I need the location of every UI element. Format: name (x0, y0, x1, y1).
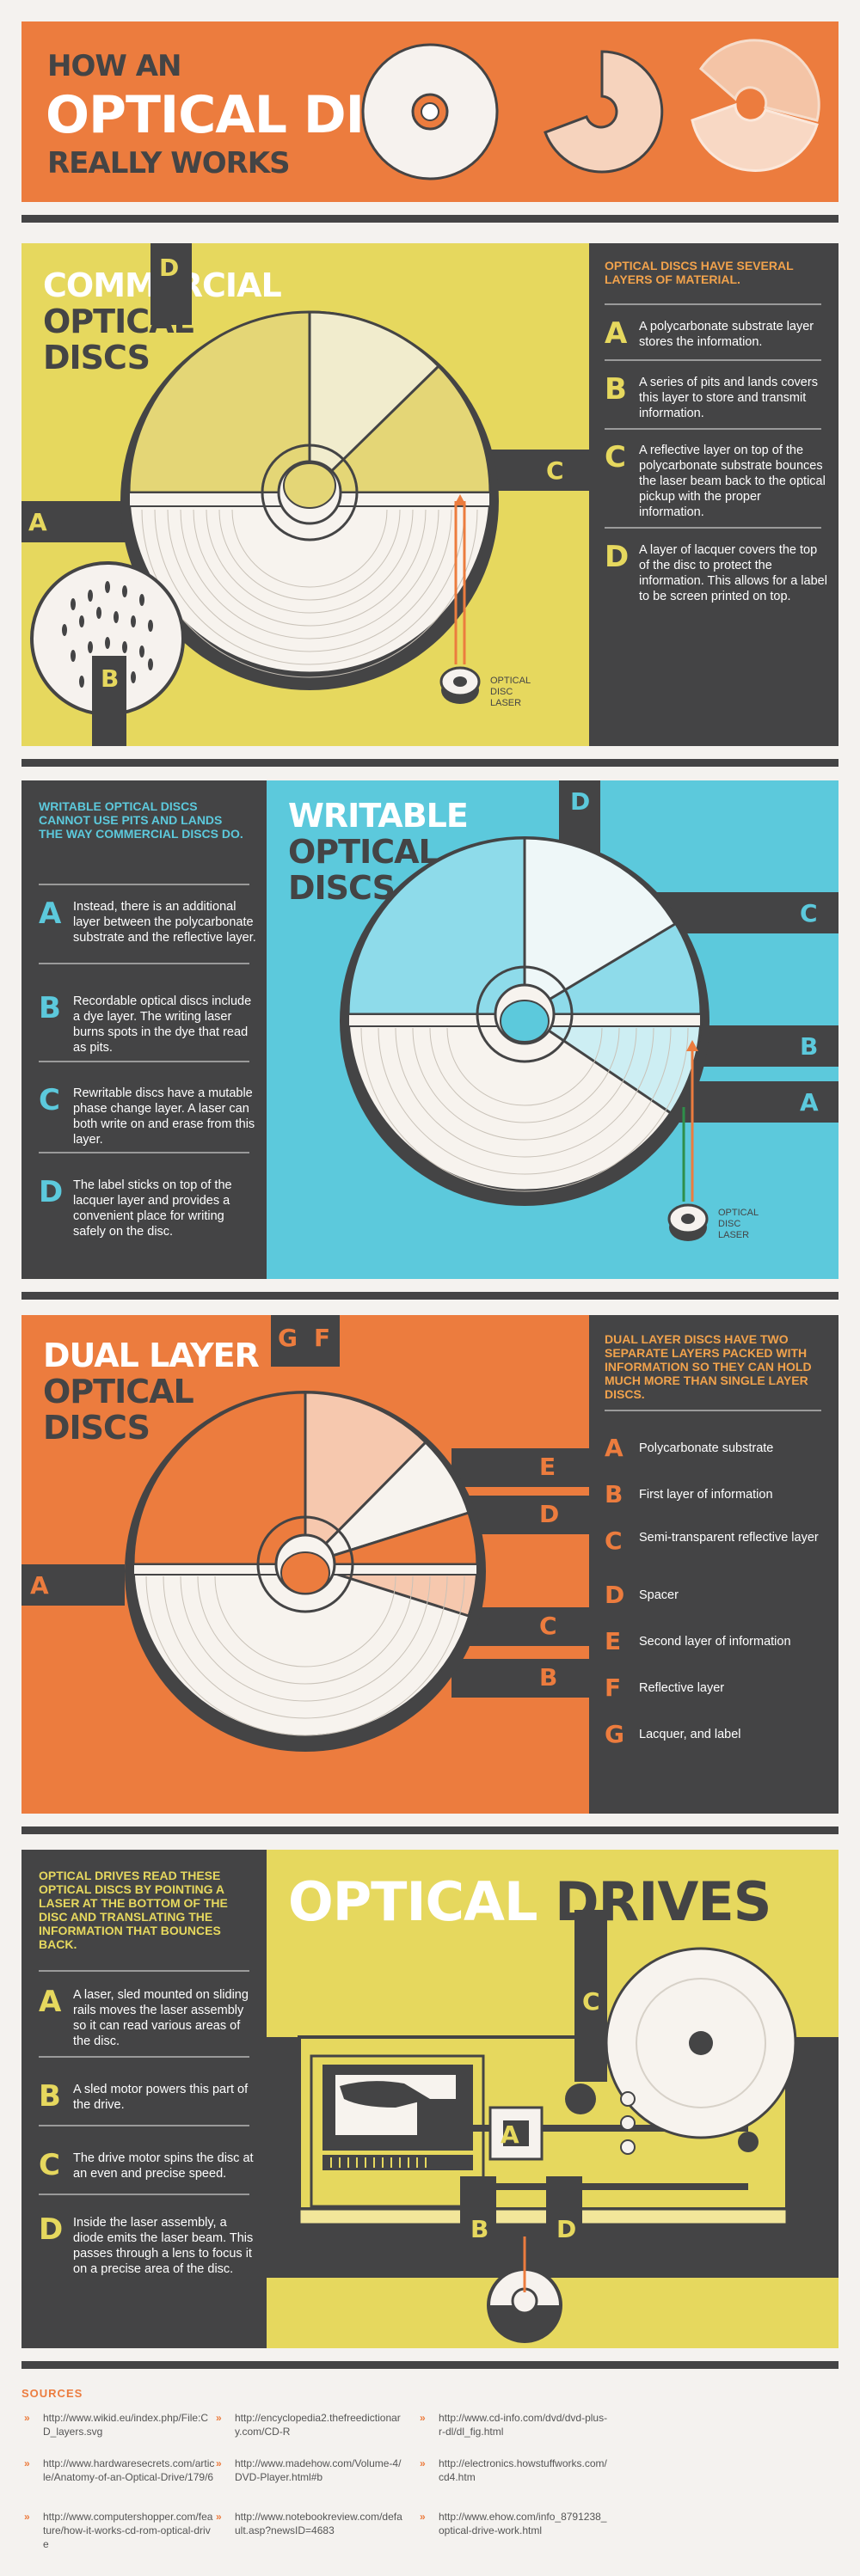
writable-heading: WRITABLE OPTICAL DISCS CANNOT USE PITS A… (39, 799, 243, 841)
commercial-tab-d: D (159, 254, 180, 282)
writable-title-2: OPTICAL (288, 833, 439, 871)
dual-title-2: OPTICAL (43, 1373, 194, 1410)
dual-tab-c: C (539, 1612, 557, 1640)
drives-heading: OPTICAL DRIVES READ THESE OPTICAL DISCS … (39, 1869, 228, 1951)
drives-tab-a: A (501, 2120, 519, 2149)
commercial-rule-3 (605, 527, 821, 529)
dual-disc-diagram (22, 1315, 589, 1752)
source-link-6[interactable]: http://electronics.howstuffworks.com/cd4… (420, 2457, 611, 2484)
divider-4 (22, 1826, 838, 1834)
source-link-2[interactable]: http://encyclopedia2.thefreedictionary.c… (216, 2411, 407, 2438)
dual-title-1: DUAL LAYER (43, 1337, 260, 1374)
drives-diagram (267, 1910, 838, 2343)
dual-item-f: F Reflective layer (605, 1673, 725, 1702)
writable-item-a: A Instead, there is an additional layer b… (39, 896, 256, 945)
drives-title: OPTICAL DRIVES (288, 1874, 771, 1930)
dual-tab-a: A (30, 1571, 49, 1600)
writable-title-3: DISCS (288, 869, 396, 907)
header-disc-illustrations (361, 39, 820, 181)
writable-title-1: WRITABLE (288, 797, 469, 835)
writable-panel: WRITABLE OPTICAL DISCS CANNOT USE PITS A… (22, 780, 267, 1279)
dual-tab-g: G (278, 1324, 298, 1352)
source-link-4[interactable]: http://www.hardwaresecrets.com/article/A… (24, 2457, 215, 2484)
header-banner: HOW AN OPTICAL DISC REALLY WORKS (22, 21, 838, 202)
drives-rule-1 (39, 2056, 249, 2058)
header-line3: REALLY WORKS (47, 146, 291, 181)
writable-rule-3 (39, 1152, 249, 1153)
dual-tab-b: B (539, 1663, 558, 1692)
writable-rule-1 (39, 963, 249, 964)
writable-tab-d: D (570, 787, 591, 816)
dual-tab-d: D (539, 1500, 560, 1528)
dual-item-e: E Second layer of information (605, 1627, 791, 1655)
dual-item-a: A Polycarbonate substrate (605, 1434, 774, 1462)
sources-label: SOURCES (22, 2387, 83, 2400)
header-line1: HOW AN (47, 49, 181, 83)
commercial-title-3: DISCS (43, 339, 150, 376)
source-link-5[interactable]: http://www.madehow.com/Volume-4/DVD-Play… (216, 2457, 407, 2484)
commercial-disc-diagram (22, 243, 589, 746)
writable-tab-b: B (800, 1032, 819, 1061)
dual-heading: DUAL LAYER DISCS HAVE TWO SEPARATE LAYER… (605, 1332, 812, 1401)
divider-2 (22, 759, 838, 767)
divider-1 (22, 215, 838, 223)
source-link-9[interactable]: http://www.ehow.com/info_8791238_optical… (420, 2510, 611, 2537)
writable-tab-c: C (800, 899, 818, 927)
writable-item-c: C Rewritable discs have a mutable phase c… (39, 1083, 255, 1147)
commercial-laser-label: OPTICAL DISC LASER (490, 676, 531, 708)
drives-tab-d: D (556, 2215, 577, 2243)
commercial-rule-1 (605, 359, 821, 361)
dual-title-3: DISCS (43, 1409, 150, 1447)
drives-item-c: C The drive motor spins the disc at an ev… (39, 2148, 254, 2182)
dual-panel: DUAL LAYER DISCS HAVE TWO SEPARATE LAYER… (589, 1315, 838, 1814)
commercial-tab-c: C (546, 456, 564, 485)
writable-heading-rule (39, 884, 249, 885)
drives-tab-c: C (582, 1987, 600, 2016)
writable-item-b: B Recordable optical discs include a dye … (39, 991, 252, 1055)
source-link-1[interactable]: http://www.wikid.eu/index.php/File:CD_la… (24, 2411, 215, 2438)
commercial-tab-a: A (28, 508, 47, 536)
drives-rule-3 (39, 2194, 249, 2195)
source-link-7[interactable]: http://www.computershopper.com/feature/h… (24, 2510, 215, 2551)
source-link-8[interactable]: http://www.notebookreview.com/default.as… (216, 2510, 407, 2537)
drives-title-a: OPTICAL (288, 1870, 538, 1933)
drives-rule-2 (39, 2125, 249, 2126)
writable-section: WRITABLE OPTICAL DISCS CANNOT USE PITS A… (22, 780, 838, 1279)
drives-item-d: D Inside the laser assembly, a diode emit… (39, 2212, 254, 2276)
source-link-3[interactable]: http://www.cd-info.com/dvd/dvd-plus-r-dl… (420, 2411, 611, 2438)
commercial-heading-rule (605, 303, 821, 305)
drives-panel: OPTICAL DRIVES READ THESE OPTICAL DISCS … (22, 1850, 267, 2348)
commercial-rule-2 (605, 428, 821, 430)
commercial-tab-b: B (101, 664, 120, 693)
writable-laser-label: OPTICAL DISC LASER (718, 1208, 759, 1240)
commercial-section: COMMERCIAL OPTICAL DISCS (22, 243, 838, 746)
dual-item-c: C Semi-transparent reflective layer (605, 1527, 819, 1555)
writable-tab-a: A (800, 1088, 819, 1117)
divider-3 (22, 1292, 838, 1300)
dual-tab-f: F (314, 1324, 331, 1352)
divider-5 (22, 2361, 838, 2369)
commercial-panel: OPTICAL DISCS HAVE SEVERAL LAYERS OF MAT… (589, 243, 838, 746)
dual-item-g: G Lacquer, and label (605, 1720, 741, 1748)
drives-tab-b: B (470, 2215, 489, 2243)
dual-section: DUAL LAYER OPTICAL DISCS (22, 1315, 838, 1814)
drives-heading-rule (39, 1970, 249, 1972)
dual-item-b: B First layer of information (605, 1480, 773, 1508)
writable-item-d: D The label sticks on top of the lacquer … (39, 1175, 232, 1239)
commercial-heading: OPTICAL DISCS HAVE SEVERAL LAYERS OF MAT… (605, 259, 794, 286)
dual-heading-rule (605, 1410, 821, 1411)
dual-tab-e: E (539, 1453, 556, 1481)
writable-disc-diagram (340, 780, 838, 1241)
drives-section: OPTICAL DRIVES READ THESE OPTICAL DISCS … (22, 1850, 838, 2348)
dual-item-d: D Spacer (605, 1581, 679, 1609)
writable-rule-2 (39, 1061, 249, 1062)
